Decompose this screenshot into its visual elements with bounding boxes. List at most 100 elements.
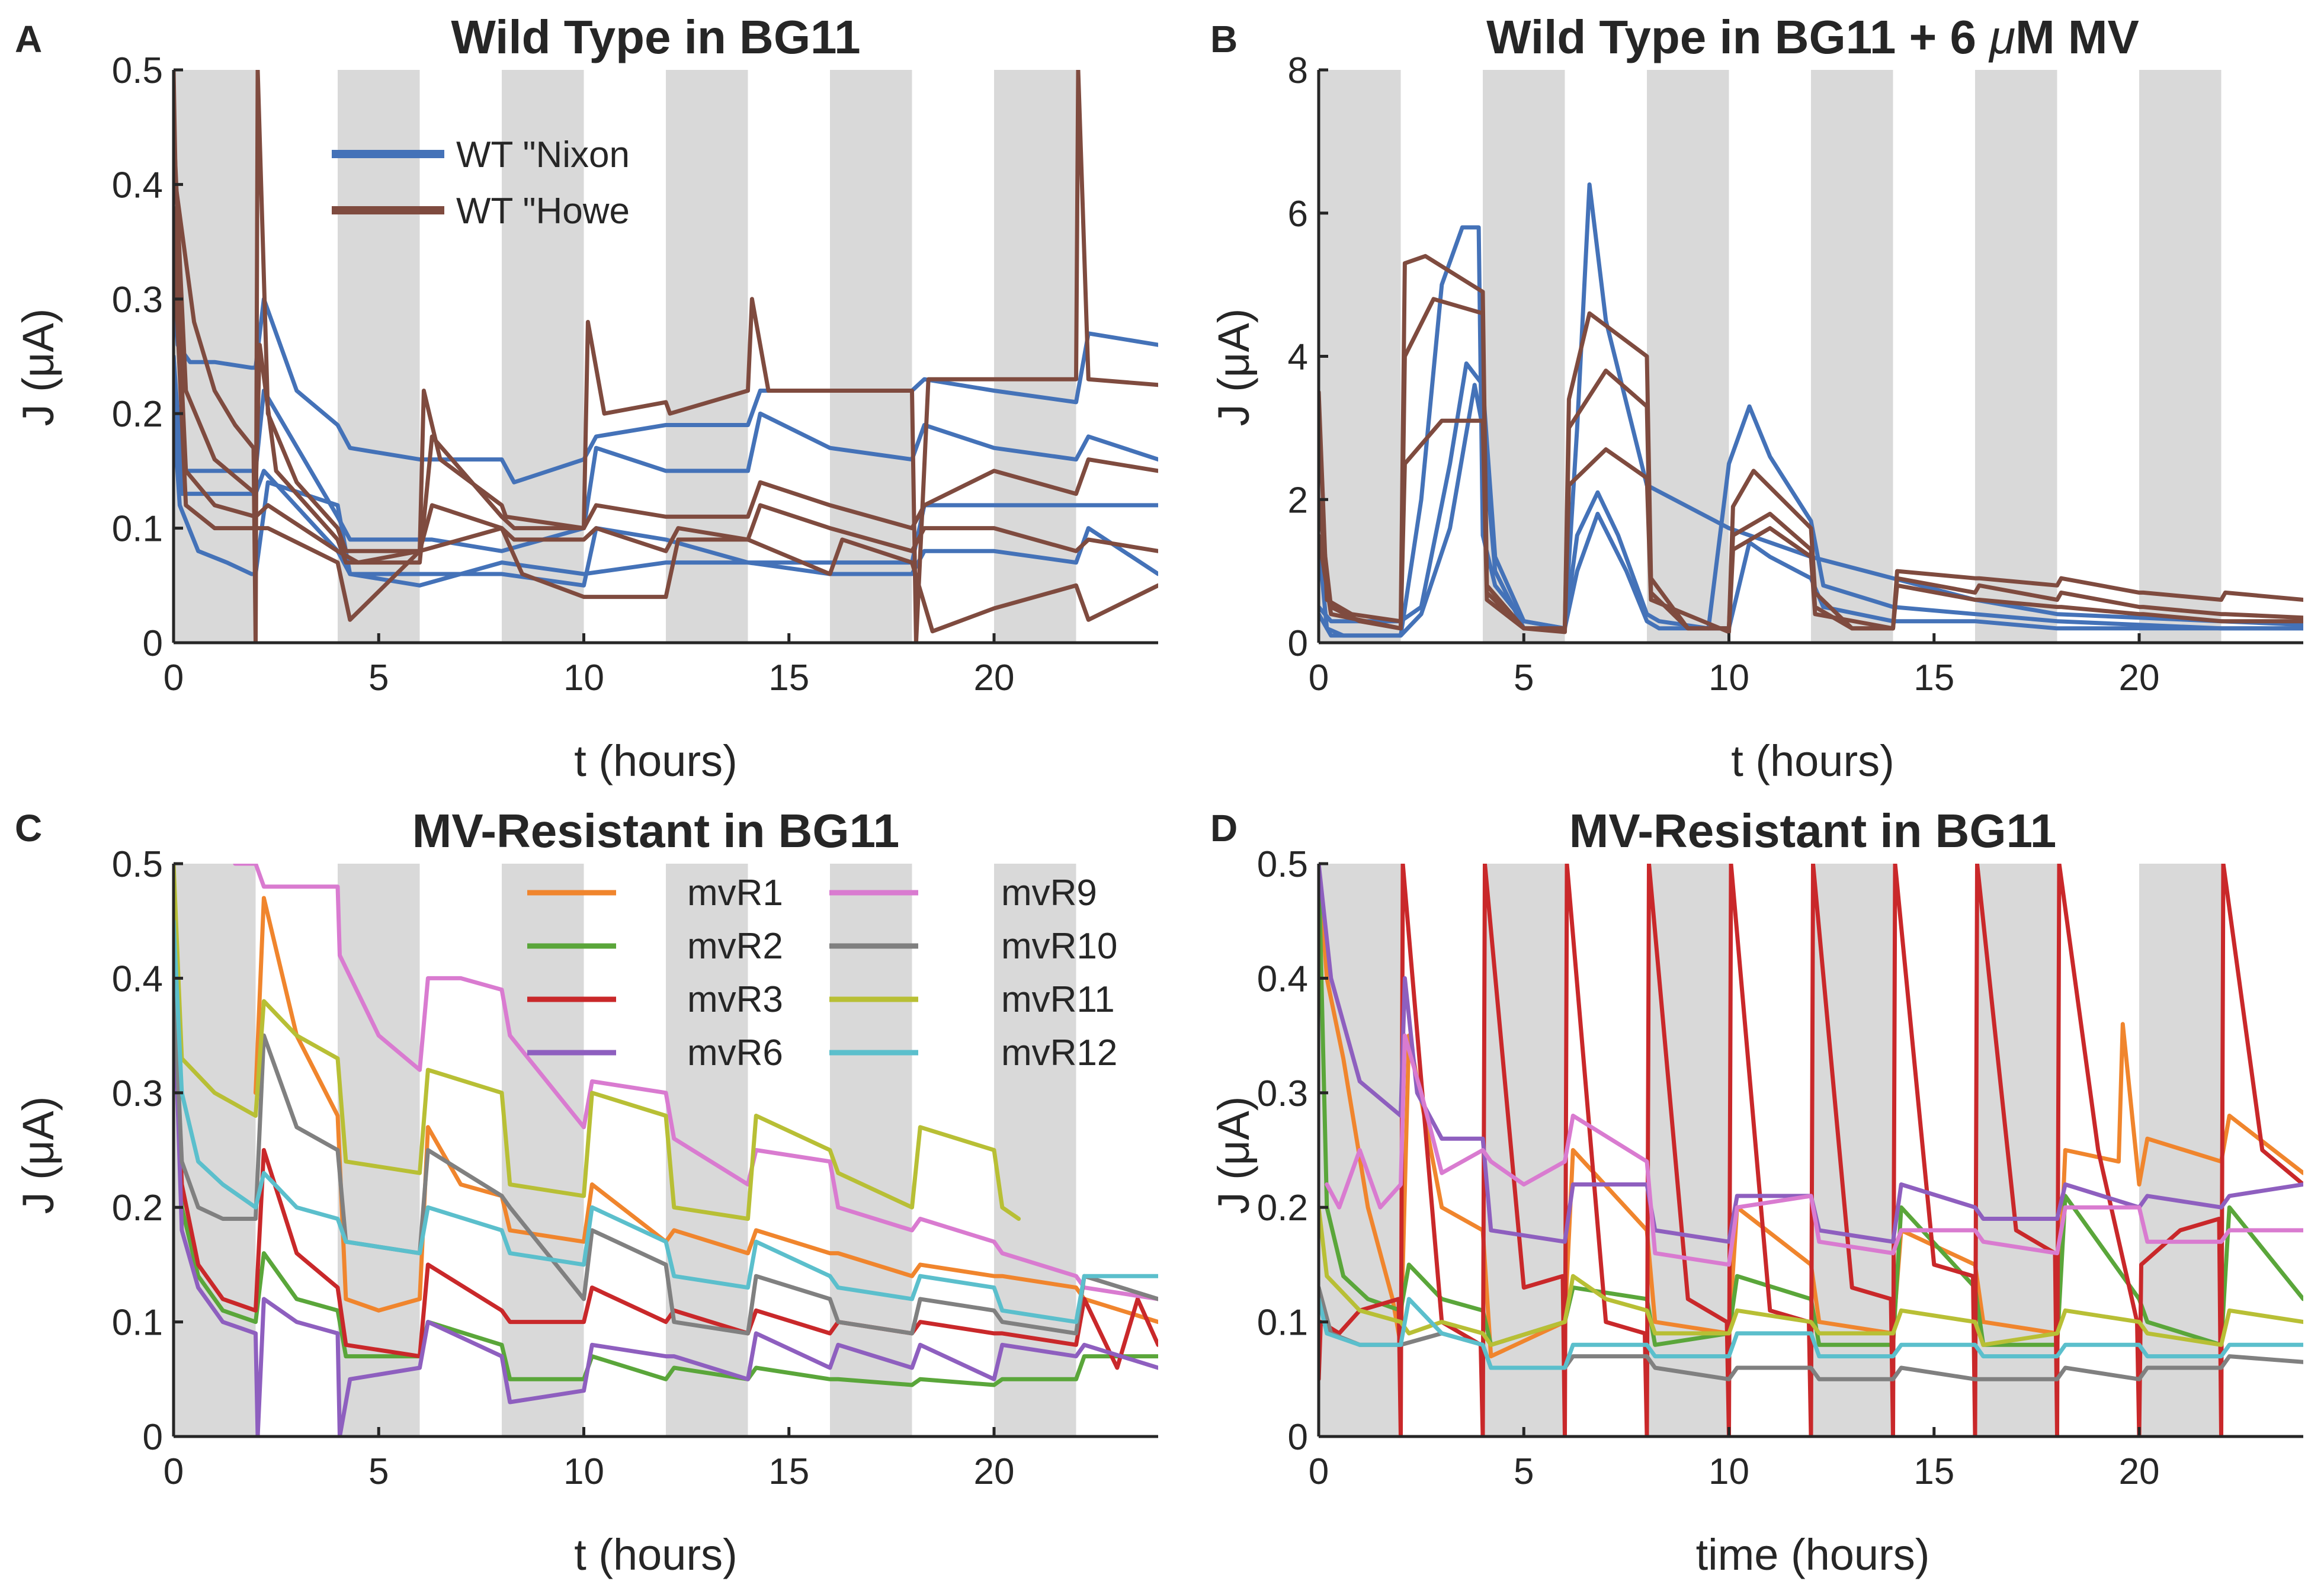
panel-b-dark-period-3 <box>1647 70 1729 643</box>
panel-c-x-tick-label-20: 20 <box>974 1451 1015 1492</box>
legend-label-wt-nixon: WT "Nixon <box>456 134 630 175</box>
panel-b-series-wt-nixon-3 <box>1319 383 2303 638</box>
legend-label-mvr10: mvR10 <box>1001 926 1117 967</box>
panel-c-series-mvr11 <box>174 864 1021 1221</box>
panel-letter-d: D <box>1210 807 1238 849</box>
panel-a-legend: WT "Nixon WT "Howe <box>332 134 630 232</box>
panel-d-x-axis-label: time (hours) <box>1696 1530 1930 1579</box>
panel-c-y-tick-label-0-3: 0.3 <box>112 1073 163 1114</box>
panel-c-series-mvr10 <box>174 976 1158 1336</box>
panel-c: C MV-Resistant in BG11 0 5 10 15 20 0 0.1 0.2 0.… <box>14 804 1158 1579</box>
panel-b-y-axis-label: J (μA) <box>1209 309 1258 427</box>
panel-b-series-wt-nixon-2 <box>1319 361 2303 631</box>
panel-c-x-tick-label-10: 10 <box>563 1451 604 1492</box>
panel-a-y-tick-label-0-3: 0.3 <box>112 280 163 320</box>
panel-d-y-tick-label-0: 0 <box>1288 1417 1308 1458</box>
panel-b-y-tick-label-6: 6 <box>1288 194 1308 235</box>
panel-d-x-tick-label-0: 0 <box>1309 1451 1329 1492</box>
panel-a-x-tick-label-20: 20 <box>974 658 1015 698</box>
panel-c-series-lines <box>174 864 1158 1436</box>
panel-a-dark-period-4 <box>666 70 748 643</box>
panel-d-y-tick-label-0-4: 0.4 <box>1257 958 1308 999</box>
panel-d-series-mvr11 <box>1319 1205 2303 1347</box>
panel-b-series-wt-howe-6 <box>1319 418 2303 634</box>
legend-label-wt-howe: WT "Howe <box>456 191 630 232</box>
panel-a: A Wild Type in BG11 0 5 10 15 20 0 0.1 0.2 0.3 0.… <box>14 11 1158 785</box>
panel-b-y-tick-label-8: 8 <box>1288 50 1308 91</box>
panel-b-title: Wild Type in BG11 + 6 μM MV <box>1486 11 2139 63</box>
panel-d-y-axis-label: J (μA) <box>1209 1096 1258 1214</box>
panel-a-series-wt-nixon-3 <box>174 411 1158 588</box>
panel-c-y-tick-label-0-2: 0.2 <box>112 1188 163 1229</box>
panel-d-x-tick-label-5: 5 <box>1514 1451 1534 1492</box>
legend-label-mvr2: mvR2 <box>687 926 783 967</box>
panel-a-dark-period-2 <box>338 70 420 643</box>
panel-d-series-mvr12 <box>1319 1297 2303 1370</box>
legend-label-mvr3: mvR3 <box>687 979 783 1020</box>
panel-b-y-tick-label-2: 2 <box>1288 480 1308 521</box>
panel-d-series-mvr2 <box>1319 864 2303 1347</box>
panel-a-series-lines <box>174 70 1158 643</box>
panel-b-y-tick-label-4: 4 <box>1288 337 1308 378</box>
panel-c-y-tick-label-0-5: 0.5 <box>112 844 163 885</box>
legend-label-mvr1: mvR1 <box>687 873 783 913</box>
panel-letter-c: C <box>15 807 42 849</box>
panel-b-y-tick-label-0: 0 <box>1288 623 1308 664</box>
legend-label-mvr6: mvR6 <box>687 1033 783 1073</box>
panel-c-dark-period-2 <box>338 864 420 1436</box>
panel-a-x-axis-label: t (hours) <box>574 736 738 785</box>
panel-b-plot-area: 0 5 10 15 20 0 2 4 6 8 <box>1288 50 2303 698</box>
panel-c-dark-period-3 <box>502 864 584 1436</box>
panel-d-series-mvr9 <box>1325 1033 2303 1267</box>
panel-a-x-tick-label-5: 5 <box>368 658 389 698</box>
panel-d-dark-period-4 <box>1811 864 1893 1436</box>
panel-a-y-tick-label-0: 0 <box>143 623 163 664</box>
panel-b: B Wild Type in BG11 + 6 μM MV 0 5 10 15 20 0 2… <box>1209 11 2303 785</box>
panel-a-y-axis-label: J (μA) <box>14 309 63 427</box>
panel-c-series-mvr1 <box>254 896 1158 1325</box>
panel-c-dark-period-1 <box>174 864 256 1436</box>
panel-a-series-wt-nixon-2 <box>174 354 1158 553</box>
panel-c-series-mvr9 <box>233 864 1158 1301</box>
panel-d-dark-period-3 <box>1647 864 1729 1436</box>
panel-d-dark-period-2 <box>1483 864 1565 1436</box>
panel-c-title: MV-Resistant in BG11 <box>412 804 899 857</box>
panel-c-dark-period-4 <box>666 864 748 1436</box>
panel-c-y-tick-label-0-1: 0.1 <box>112 1303 163 1343</box>
panel-c-plot-area: 0 5 10 15 20 0 0.1 0.2 0.3 0.4 0.5 <box>112 844 1158 1492</box>
panel-a-series-wt-howe-8 <box>174 239 1158 634</box>
panel-b-dark-period-6 <box>2139 70 2222 643</box>
panel-d-x-tick-label-10: 10 <box>1708 1451 1749 1492</box>
panel-c-x-tick-label-0: 0 <box>164 1451 184 1492</box>
legend-label-mvr11: mvR11 <box>1001 979 1115 1020</box>
panel-d: D MV-Resistant in BG11 0 5 10 15 20 0 0.1 0.2 0.… <box>1209 804 2303 1579</box>
panel-c-y-tick-label-0-4: 0.4 <box>112 958 163 999</box>
panel-d-y-tick-label-0-1: 0.1 <box>1257 1303 1308 1343</box>
panel-d-x-tick-label-15: 15 <box>1913 1451 1954 1492</box>
panel-c-dark-period-5 <box>830 864 912 1436</box>
panel-b-x-tick-label-0: 0 <box>1309 658 1329 698</box>
panel-a-series-wt-nixon-1 <box>174 274 1158 485</box>
panel-b-x-axis-label: t (hours) <box>1731 736 1895 785</box>
panel-b-dark-period-5 <box>1975 70 2057 643</box>
panel-d-series-lines <box>1319 864 2303 1436</box>
panel-letter-a: A <box>15 18 42 60</box>
panel-d-y-tick-label-0-3: 0.3 <box>1257 1073 1308 1114</box>
panel-b-dark-period-4 <box>1811 70 1893 643</box>
panel-c-y-tick-label-0: 0 <box>143 1417 163 1458</box>
panel-d-y-tick-label-0-5: 0.5 <box>1257 844 1308 885</box>
panel-a-series-wt-howe-6 <box>174 125 1158 565</box>
panel-a-title: Wild Type in BG11 <box>451 11 860 63</box>
panel-a-y-tick-label-0-1: 0.1 <box>112 509 163 550</box>
legend-label-mvr9: mvR9 <box>1001 873 1097 913</box>
panel-c-series-mvr6 <box>174 976 1158 1436</box>
panel-a-x-tick-label-10: 10 <box>563 658 604 698</box>
panel-a-plot-area: 0 5 10 15 20 0 0.1 0.2 0.3 0.4 0.5 <box>112 50 1158 698</box>
panel-d-title: MV-Resistant in BG11 <box>1569 804 2056 857</box>
panel-c-y-axis-label: J (μA) <box>14 1096 63 1214</box>
panel-a-x-tick-label-15: 15 <box>768 658 809 698</box>
panel-c-x-tick-label-5: 5 <box>368 1451 389 1492</box>
panel-c-x-tick-label-15: 15 <box>768 1451 809 1492</box>
panel-b-x-tick-label-15: 15 <box>1913 658 1954 698</box>
